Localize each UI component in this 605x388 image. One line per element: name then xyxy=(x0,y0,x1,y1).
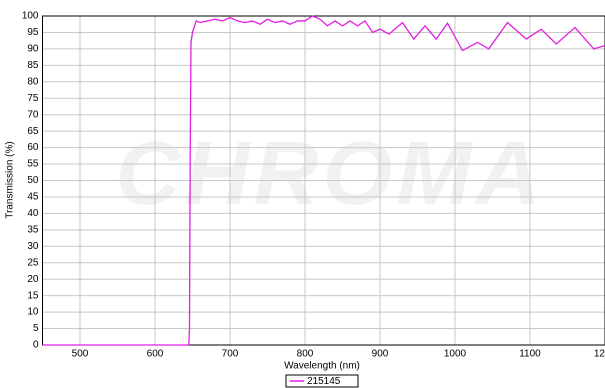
y-tick-label: 40 xyxy=(27,208,39,219)
x-tick-label: 1100 xyxy=(519,349,541,360)
y-tick-label: 100 xyxy=(22,11,39,22)
y-tick-label: 65 xyxy=(27,126,39,137)
legend: 215145 xyxy=(285,374,359,388)
x-tick-label: 500 xyxy=(72,349,89,360)
y-tick-label: 10 xyxy=(27,307,39,318)
x-tick-label: 800 xyxy=(297,349,314,360)
y-tick-label: 70 xyxy=(27,109,39,120)
y-tick-label: 5 xyxy=(33,323,39,334)
x-tick-label: 1000 xyxy=(444,349,467,360)
plot-frame xyxy=(42,15,605,346)
x-tick-label: 900 xyxy=(372,349,389,360)
legend-label: 215145 xyxy=(307,376,341,387)
y-tick-label: 85 xyxy=(27,60,39,71)
x-tick-label: 1200 xyxy=(594,349,605,360)
y-tick-label: 35 xyxy=(27,224,39,235)
y-tick-label: 30 xyxy=(27,241,39,252)
y-tick-label: 90 xyxy=(27,44,39,55)
y-axis-label: Transmission (%) xyxy=(5,141,16,218)
y-tick-label: 95 xyxy=(27,27,39,38)
y-tick-label: 50 xyxy=(27,175,39,186)
x-tick-label: 700 xyxy=(222,349,239,360)
y-tick-label: 25 xyxy=(27,257,39,268)
y-tick-label: 55 xyxy=(27,159,39,170)
y-tick-label: 20 xyxy=(27,274,39,285)
x-axis-label: Wavelength (nm) xyxy=(284,361,360,372)
y-tick-label: 45 xyxy=(27,192,39,203)
watermark: CHROMA xyxy=(116,124,545,224)
y-tick-label: 75 xyxy=(27,93,39,104)
x-tick-label: 600 xyxy=(147,349,164,360)
y-tick-label: 80 xyxy=(27,76,39,87)
y-tick-label: 60 xyxy=(27,142,39,153)
y-tick-label: 15 xyxy=(27,290,39,301)
y-tick-label: 0 xyxy=(33,340,39,351)
legend-box xyxy=(285,374,359,388)
data-line xyxy=(42,15,605,346)
